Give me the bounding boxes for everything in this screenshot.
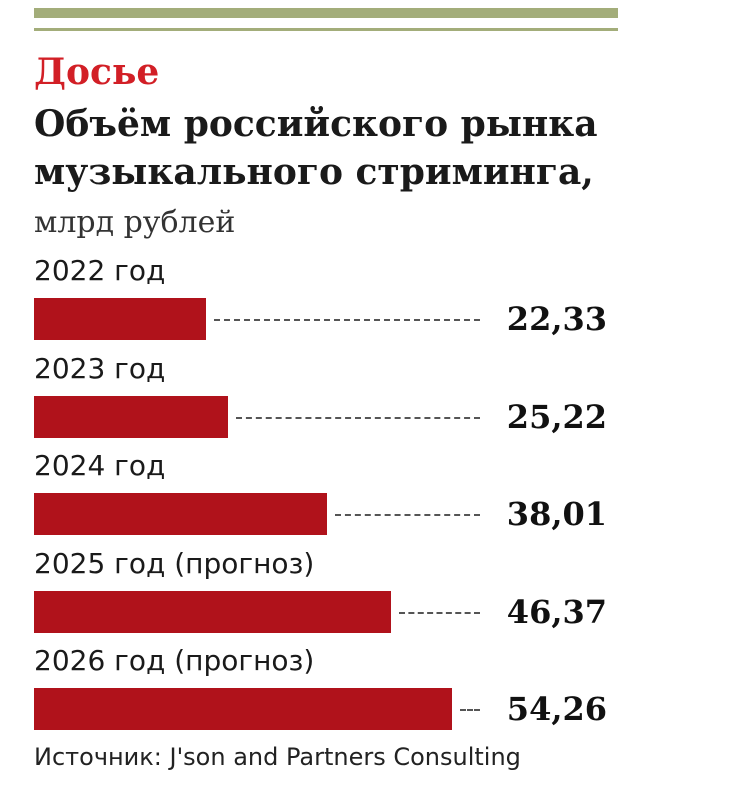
leader-line (334, 514, 480, 516)
category-label: 2022 год (34, 254, 166, 287)
value-label: 46,37 (506, 592, 607, 631)
section-kicker: Досье (34, 51, 160, 93)
leader-line (214, 319, 480, 321)
bar (34, 688, 452, 730)
value-label: 25,22 (506, 397, 607, 436)
bar (34, 590, 392, 633)
value-label: 22,33 (506, 300, 607, 338)
bar (34, 395, 229, 438)
leader-line (236, 416, 480, 419)
chart-title: Объём российского рынка музыкального стр… (34, 100, 634, 247)
chart-title-text: Объём российского рынка музыкального стр… (34, 103, 598, 193)
value-label: 38,01 (506, 495, 607, 533)
value-label: 54,26 (506, 690, 607, 728)
chart-unit: млрд рублей (34, 205, 236, 240)
source-note: Источник: J'son and Partners Consulting (34, 743, 521, 771)
category-label: 2024 год (34, 449, 166, 482)
category-label: 2023 год (34, 351, 166, 385)
bar (34, 493, 327, 535)
leader-line (460, 709, 480, 711)
leader-line (399, 611, 480, 614)
category-label: 2025 год (прогноз) (34, 546, 315, 580)
bar (34, 298, 207, 340)
top-rule-thick (34, 8, 618, 18)
top-rule-thin (34, 28, 618, 31)
category-label: 2026 год (прогноз) (34, 644, 315, 677)
